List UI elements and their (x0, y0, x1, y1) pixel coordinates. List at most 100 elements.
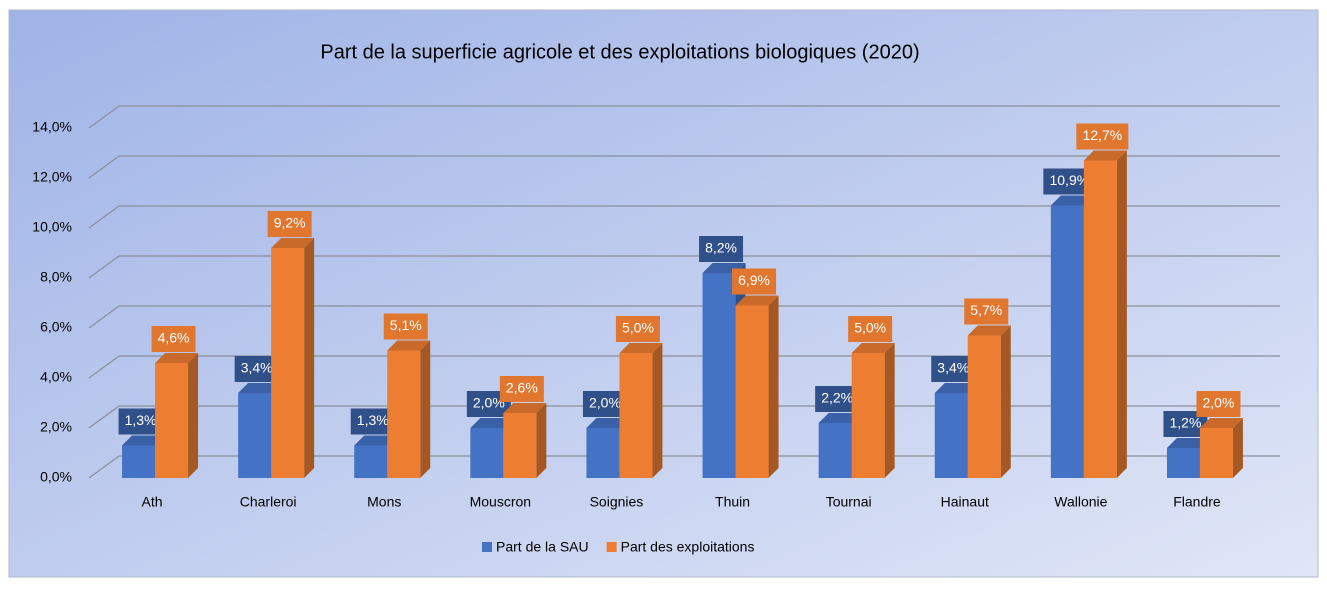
data-label: 4,6% (158, 330, 190, 346)
x-tick-label: Tournai (826, 494, 872, 510)
y-tick-label: 4,0% (40, 369, 72, 385)
bar-top (387, 340, 431, 351)
x-tick-label: Mons (367, 494, 401, 510)
data-label-box (699, 236, 744, 262)
bar (967, 335, 1001, 478)
bar-top (470, 418, 514, 428)
x-tick-label: Hainaut (941, 494, 989, 510)
bar-side (420, 340, 431, 478)
grid-line (88, 205, 1280, 229)
bar-top (354, 435, 398, 446)
data-label: 5,1% (390, 317, 422, 333)
y-tick-label: 2,0% (40, 419, 72, 435)
bar-top (1083, 150, 1127, 161)
bar-top (967, 325, 1011, 336)
bar-side (304, 238, 315, 478)
bar (354, 445, 388, 478)
data-label: 2,0% (589, 395, 621, 411)
bar-top (155, 353, 199, 363)
data-label: 1,3% (357, 412, 389, 428)
grid-line (88, 305, 1280, 329)
grid-line (88, 255, 1280, 279)
bar (1050, 205, 1084, 478)
data-label-box (848, 316, 893, 342)
bar-top (619, 343, 663, 353)
bar-top (735, 295, 779, 306)
grid-line (88, 155, 1280, 179)
x-tick-label: Flandre (1173, 494, 1221, 510)
bar-side (652, 343, 663, 478)
bar-top (586, 418, 630, 428)
legend-label: Part de la SAU (496, 539, 589, 555)
bar-side (768, 295, 779, 478)
data-label: 2,2% (821, 390, 853, 406)
bar (238, 393, 272, 478)
bar (155, 363, 189, 478)
grid-line (88, 105, 1280, 129)
bar (934, 393, 968, 478)
bar (851, 353, 885, 478)
data-label: 1,3% (125, 412, 157, 428)
y-tick-label: 6,0% (40, 319, 72, 335)
data-label-box (1076, 123, 1129, 150)
legend-swatch (482, 542, 492, 552)
data-label: 8,2% (705, 240, 737, 256)
x-tick-label: Charleroi (240, 494, 297, 510)
bar (122, 445, 156, 478)
data-label-box (499, 376, 544, 402)
data-label-box (151, 326, 196, 352)
y-tick-label: 8,0% (40, 269, 72, 285)
bar-top (238, 383, 282, 393)
bar (818, 423, 852, 478)
y-tick-label: 0,0% (40, 469, 72, 485)
bar (619, 353, 653, 478)
bar (1166, 448, 1200, 478)
bar-top (122, 435, 166, 446)
x-tick-label: Wallonie (1054, 494, 1107, 510)
x-tick-label: Ath (142, 494, 163, 510)
bar (735, 305, 769, 478)
data-label-box (964, 298, 1009, 325)
bar-top (1050, 195, 1094, 206)
bar (387, 350, 421, 478)
y-tick-label: 10,0% (32, 219, 72, 235)
data-label: 6,9% (738, 272, 770, 288)
bar (470, 428, 504, 478)
data-label: 5,0% (854, 320, 886, 336)
legend-swatch (606, 542, 617, 552)
data-label-box (1196, 391, 1241, 417)
bar-top (934, 383, 978, 393)
data-label: 2,0% (473, 395, 505, 411)
x-tick-label: Thuin (715, 494, 750, 510)
data-label: 5,0% (622, 320, 654, 336)
data-label: 10,9% (1049, 172, 1089, 188)
data-label: 1,2% (1169, 415, 1201, 431)
data-label: 3,4% (937, 360, 969, 376)
chart-title: Part de la superficie agricole et des ex… (320, 41, 919, 63)
data-label: 9,2% (274, 215, 306, 231)
bar-side (188, 353, 199, 478)
data-label-box (267, 211, 312, 237)
x-tick-label: Mouscron (470, 494, 531, 510)
x-tick-label: Soignies (590, 494, 644, 510)
bar (1083, 160, 1117, 478)
data-label: 3,4% (241, 360, 273, 376)
bar (503, 413, 537, 478)
bar (586, 428, 620, 478)
data-label-box (383, 313, 428, 340)
data-label-box (732, 268, 777, 295)
bar-top (818, 413, 862, 423)
y-tick-label: 14,0% (32, 119, 72, 135)
bar-side (1116, 150, 1127, 478)
bar-top (1166, 438, 1210, 448)
y-tick-label: 12,0% (32, 169, 72, 185)
data-label: 12,7% (1082, 127, 1122, 143)
bar-side (1232, 418, 1243, 478)
bar-top (503, 403, 547, 413)
bar-top (851, 343, 895, 353)
bar-top (271, 238, 315, 248)
data-label: 2,6% (506, 380, 538, 396)
bar (702, 273, 736, 478)
bar-top (1199, 418, 1243, 428)
